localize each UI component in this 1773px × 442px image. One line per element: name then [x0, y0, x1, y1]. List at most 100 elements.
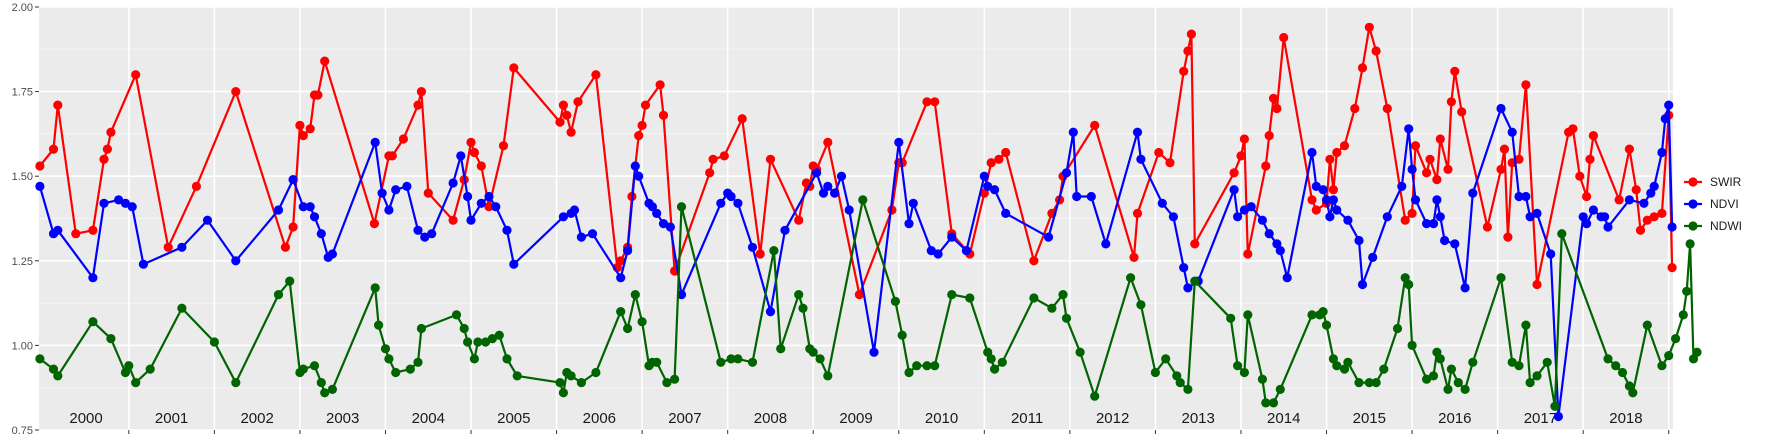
data-point-ndvi	[1068, 127, 1078, 137]
data-point-ndvi	[377, 188, 387, 198]
data-point-ndvi	[812, 168, 822, 178]
data-point-swir	[1482, 222, 1492, 232]
data-point-ndwi	[1161, 354, 1171, 364]
data-point-ndwi	[1422, 374, 1432, 384]
data-point-ndvi	[1460, 283, 1470, 293]
data-point-ndwi	[316, 378, 326, 388]
data-point-ndwi	[1682, 286, 1692, 296]
data-point-swir	[1568, 124, 1578, 134]
data-point-swir	[1186, 29, 1196, 39]
data-point-ndvi	[869, 347, 879, 357]
data-point-ndwi	[512, 371, 522, 381]
data-point-swir	[498, 141, 509, 151]
data-point-ndvi	[231, 256, 241, 266]
data-point-ndvi	[676, 290, 687, 300]
data-point-ndvi	[1525, 212, 1535, 222]
data-point-swir	[416, 87, 426, 97]
data-point-ndvi	[623, 246, 633, 256]
data-point-swir	[994, 154, 1004, 164]
data-point-swir	[305, 124, 315, 134]
data-point-ndwi	[662, 378, 672, 388]
data-point-ndvi	[569, 205, 580, 215]
data-point-swir	[1532, 279, 1542, 290]
data-point-ndvi	[1664, 100, 1674, 110]
data-point-ndwi	[566, 371, 576, 381]
data-point-ndwi	[1407, 340, 1417, 350]
data-point-swir	[53, 100, 63, 110]
data-point-swir	[1585, 154, 1595, 164]
data-point-ndvi	[1404, 124, 1414, 134]
data-point-ndwi	[1460, 384, 1470, 394]
data-point-swir	[48, 144, 59, 154]
data-point-ndvi	[1168, 212, 1178, 222]
data-point-swir	[231, 87, 241, 97]
year-label: 2007	[668, 410, 701, 427]
data-point-ndwi	[1685, 239, 1695, 249]
year-label: 2013	[1182, 410, 1215, 427]
data-point-ndwi	[623, 323, 633, 334]
data-point-ndwi	[798, 303, 808, 313]
data-point-swir	[476, 161, 486, 171]
data-point-ndvi	[1582, 219, 1592, 229]
data-point-ndvi	[305, 202, 315, 212]
data-point-swir	[387, 151, 397, 161]
legend-label: NDWI	[1710, 219, 1742, 233]
data-point-ndwi	[1611, 361, 1621, 371]
data-point-swir	[640, 100, 651, 110]
data-point-ndwi	[131, 378, 141, 388]
data-point-ndwi	[965, 293, 975, 303]
data-point-ndvi	[1657, 147, 1667, 158]
data-point-ndwi	[576, 378, 587, 388]
data-point-ndwi	[716, 357, 726, 367]
data-point-ndvi	[1649, 181, 1659, 191]
data-point-swir	[509, 63, 519, 73]
y-tick-label: 1.75	[12, 87, 33, 99]
data-point-ndvi	[1311, 181, 1321, 191]
data-point-ndwi	[1047, 303, 1057, 313]
data-point-ndvi	[138, 259, 148, 269]
data-point-swir	[719, 151, 729, 161]
year-label: 2017	[1524, 410, 1557, 427]
data-point-swir	[1272, 103, 1282, 114]
data-point-ndwi	[1239, 367, 1249, 378]
data-point-ndvi	[35, 181, 45, 191]
major-gridlines	[39, 6, 1673, 431]
data-point-ndvi	[1257, 215, 1267, 225]
data-point-ndwi	[1557, 229, 1567, 239]
x-axis	[128, 430, 1670, 434]
year-label: 2015	[1353, 410, 1386, 427]
data-point-swir	[99, 154, 109, 164]
data-point-swir	[1667, 263, 1677, 273]
year-label: 2011	[1011, 410, 1043, 427]
data-point-ndwi	[591, 367, 601, 378]
data-point-ndwi	[1603, 354, 1613, 364]
data-point-ndwi	[1521, 320, 1531, 330]
data-point-ndvi	[823, 181, 833, 191]
data-point-ndvi	[1422, 219, 1432, 229]
year-label: 2016	[1438, 410, 1471, 427]
data-point-ndwi	[1190, 276, 1200, 286]
data-point-ndvi	[120, 198, 130, 208]
data-point-swir	[1154, 147, 1164, 158]
data-point-ndwi	[1328, 354, 1338, 364]
data-point-swir	[1435, 134, 1445, 144]
data-point-ndvi	[1546, 249, 1556, 259]
data-point-swir	[1183, 46, 1193, 56]
data-point-ndvi	[1624, 195, 1634, 205]
data-point-ndvi	[1229, 185, 1239, 195]
data-point-ndvi	[1514, 191, 1524, 202]
data-point-swir	[1443, 164, 1453, 174]
data-point-swir	[1239, 134, 1249, 144]
data-point-ndvi	[1521, 191, 1531, 202]
year-label: 2002	[240, 410, 273, 427]
data-point-ndwi	[1354, 378, 1364, 388]
data-point-swir	[1325, 154, 1335, 164]
data-point-swir	[1499, 144, 1510, 154]
data-point-ndwi	[815, 354, 825, 364]
data-point-ndwi	[1371, 378, 1381, 388]
data-point-ndvi	[127, 202, 137, 212]
data-point-swir	[1582, 191, 1592, 202]
year-label: 2012	[1096, 410, 1129, 427]
data-point-ndwi	[947, 290, 957, 300]
data-point-swir	[1588, 131, 1598, 141]
